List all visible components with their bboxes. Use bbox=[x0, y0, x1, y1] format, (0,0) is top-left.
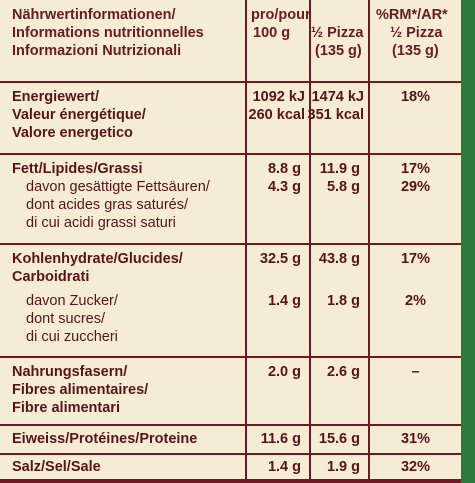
fat-sub-label-3: di cui acidi grassi saturi bbox=[26, 215, 176, 231]
protein-per100: 11.6 g bbox=[260, 431, 301, 447]
salt-label-cell: Salz/Sel/Sale bbox=[0, 455, 245, 479]
energy-per100-kcal: 260 kcal bbox=[248, 107, 305, 123]
carbs-per100-cell: 32.5 g 1.4 g bbox=[247, 245, 309, 356]
energy-label-3: Valore energetico bbox=[12, 125, 133, 141]
salt-label: Salz/Sel/Sale bbox=[12, 459, 101, 475]
fibre-perhalf-cell: 2.6 g bbox=[311, 358, 368, 424]
protein-label: Eiweiss/Protéines/Proteine bbox=[12, 431, 198, 447]
salt-perhalf-cell: 1.9 g bbox=[311, 455, 368, 479]
fibre-per100: 2.0 g bbox=[267, 364, 301, 380]
protein-rm: 31% bbox=[400, 431, 431, 447]
fat-sub-per100: 4.3 g bbox=[267, 179, 301, 195]
salt-per100-cell: 1.4 g bbox=[247, 455, 309, 479]
salt-per100: 1.4 g bbox=[267, 459, 301, 475]
green-edge bbox=[461, 0, 475, 483]
carbs-rm-cell: 17% 2% bbox=[370, 245, 461, 356]
header-rm-cell: %RM*/AR* ½ Pizza (135 g) bbox=[370, 0, 461, 81]
carbs-label-cell: Kohlenhydrate/Glucides/ Carboidrati davo… bbox=[0, 245, 245, 356]
header-rm-half-pizza: ½ Pizza bbox=[390, 25, 443, 41]
energy-label-cell: Energiewert/ Valeur énergétique/ Valore … bbox=[0, 83, 245, 153]
fat-sub-rm: 29% bbox=[400, 179, 431, 195]
carbs-sub-per100: 1.4 g bbox=[267, 293, 301, 309]
header-rm-grams: (135 g) bbox=[392, 43, 439, 59]
carbs-sub-rm: 2% bbox=[405, 293, 426, 309]
fibre-label-2: Fibres alimentaires/ bbox=[12, 382, 149, 398]
salt-rm-cell: 32% bbox=[370, 455, 461, 479]
energy-label-1: Energiewert/ bbox=[12, 89, 100, 105]
protein-perhalf-cell: 15.6 g bbox=[311, 426, 368, 453]
protein-rm-cell: 31% bbox=[370, 426, 461, 453]
carbs-label-2: Carboidrati bbox=[12, 269, 90, 285]
fibre-rm: – bbox=[411, 364, 420, 380]
fat-sub-label-1: davon gesättigte Fettsäuren/ bbox=[26, 179, 210, 195]
fat-perhalf-cell: 11.9 g 5.8 g bbox=[311, 155, 368, 243]
carbs-rm: 17% bbox=[400, 251, 431, 267]
header-100g: 100 g bbox=[253, 25, 291, 41]
fat-sub-label-2: dont acides gras saturés/ bbox=[26, 197, 189, 213]
fibre-per100-cell: 2.0 g bbox=[247, 358, 309, 424]
carbs-perhalf: 43.8 g bbox=[318, 251, 360, 267]
energy-rm: 18% bbox=[400, 89, 431, 105]
header-title-cell: Nährwertinformationen/ Informations nutr… bbox=[0, 0, 245, 81]
energy-per100-cell: 1092 kJ 260 kcal bbox=[247, 83, 309, 153]
salt-rm: 32% bbox=[400, 459, 431, 475]
fat-label: Fett/Lipides/Grassi bbox=[12, 161, 143, 177]
carbs-sub-label-2: dont sucres/ bbox=[26, 311, 105, 327]
fibre-label-3: Fibre alimentari bbox=[12, 400, 120, 416]
energy-perhalf-cell: 1474 kJ 351 kcal bbox=[307, 83, 368, 153]
energy-rm-cell: 18% bbox=[370, 83, 461, 153]
energy-label-2: Valeur énergétique/ bbox=[12, 107, 146, 123]
header-title-line-2: Informations nutritionnelles bbox=[12, 25, 204, 41]
energy-perhalf-kcal: 351 kcal bbox=[307, 107, 364, 123]
fat-label-cell: Fett/Lipides/Grassi davon gesättigte Fet… bbox=[0, 155, 245, 243]
header-title-line-3: Informazioni Nutrizionali bbox=[12, 43, 182, 59]
fat-per100: 8.8 g bbox=[267, 161, 301, 177]
carbs-label-1: Kohlenhydrate/Glucides/ bbox=[12, 251, 183, 267]
carbs-sub-label-1: davon Zucker/ bbox=[26, 293, 118, 309]
header-half-pizza-grams: (135 g) bbox=[315, 43, 362, 59]
energy-per100-kj: 1092 kJ bbox=[252, 89, 305, 105]
fibre-perhalf: 2.6 g bbox=[326, 364, 360, 380]
carbs-sub-label-3: di cui zuccheri bbox=[26, 329, 118, 345]
carbs-sub-perhalf: 1.8 g bbox=[326, 293, 360, 309]
fat-per100-cell: 8.8 g 4.3 g bbox=[247, 155, 309, 243]
header-title-line-1: Nährwertinformationen/ bbox=[12, 7, 176, 23]
fibre-label-cell: Nahrungsfasern/ Fibres alimentaires/ Fib… bbox=[0, 358, 245, 424]
fat-sub-perhalf: 5.8 g bbox=[326, 179, 360, 195]
carbs-perhalf-cell: 43.8 g 1.8 g bbox=[311, 245, 368, 356]
protein-label-cell: Eiweiss/Protéines/Proteine bbox=[0, 426, 245, 453]
fibre-label-1: Nahrungsfasern/ bbox=[12, 364, 128, 380]
carbs-per100: 32.5 g bbox=[259, 251, 301, 267]
header-rm: %RM*/AR* bbox=[376, 7, 448, 23]
energy-perhalf-kj: 1474 kJ bbox=[311, 89, 364, 105]
fat-rm-cell: 17% 29% bbox=[370, 155, 461, 243]
header-per100-cell: pro/pour/per 100 g bbox=[247, 0, 337, 81]
protein-per100-cell: 11.6 g bbox=[247, 426, 309, 453]
header-half-pizza: ½ Pizza bbox=[311, 25, 364, 41]
header-half-pizza-cell: ½ Pizza (135 g) bbox=[311, 0, 368, 81]
protein-perhalf: 15.6 g bbox=[318, 431, 360, 447]
fibre-rm-cell: – bbox=[370, 358, 461, 424]
fat-rm: 17% bbox=[400, 161, 431, 177]
fat-perhalf: 11.9 g bbox=[319, 161, 360, 177]
salt-perhalf: 1.9 g bbox=[326, 459, 360, 475]
